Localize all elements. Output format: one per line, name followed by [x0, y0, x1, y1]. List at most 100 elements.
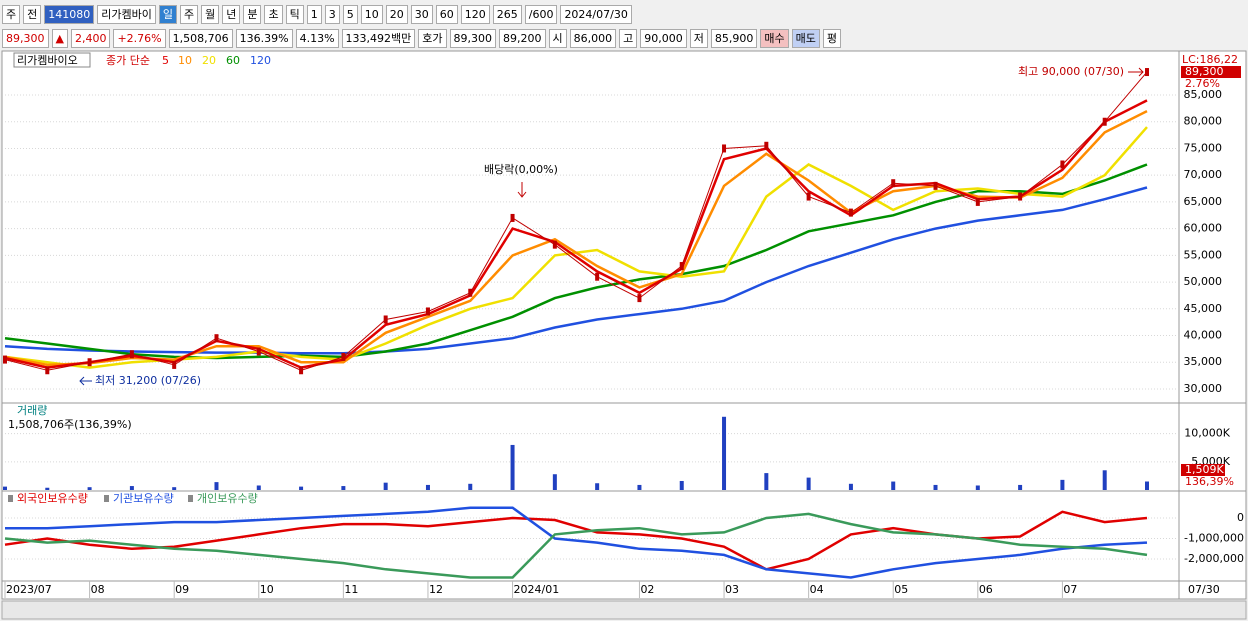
toolbar-item[interactable]: 리가켐바이 — [97, 4, 156, 24]
volume-bar — [975, 485, 980, 490]
x-tick-label: 02 — [640, 583, 654, 596]
quote-item[interactable]: 평 — [822, 28, 842, 48]
quote-item[interactable]: 매도 — [791, 28, 820, 48]
legend-label: 종가 단순 — [106, 54, 150, 67]
y-tick-label: -1,000,000 — [1184, 532, 1244, 545]
y-tick-label: 65,000 — [1184, 195, 1223, 208]
quote-bar: 89,300 ▲ 2,400 +2.76% 1,508,706 136.39% 4.13% 1… — [2, 28, 842, 48]
volume-bar — [1102, 470, 1107, 490]
toolbar: 주 전 141080 리가켐바이 일 주 월 년 분 초 틱 1 3 5 10 20 30 60 120 265/60… — [2, 4, 632, 24]
quote-item[interactable]: ▲ — [51, 28, 68, 48]
toolbar-item[interactable]: 265 — [492, 4, 522, 24]
quote-item[interactable]: 85,900 — [710, 28, 758, 48]
legend-swatch — [188, 495, 193, 502]
y-tick-label: 60,000 — [1184, 222, 1223, 235]
toolbar-item[interactable]: 20 — [385, 4, 408, 24]
side-label: LC:186,22 — [1182, 53, 1238, 66]
y-tick-label: 80,000 — [1184, 115, 1223, 128]
toolbar-item[interactable]: 전 — [23, 4, 42, 24]
candle — [3, 355, 7, 364]
volume-bar — [45, 487, 50, 490]
toolbar-item[interactable]: /600 — [524, 4, 558, 24]
x-tick-label: 2023/07 — [6, 583, 52, 596]
quote-item[interactable]: 저 — [689, 28, 708, 48]
volume-bar — [383, 482, 388, 490]
quote-item[interactable]: 호가 — [418, 28, 447, 48]
legend-entry: 5 — [162, 54, 169, 67]
toolbar-item[interactable]: 틱 — [285, 4, 304, 24]
x-tick-label: 2024/01 — [514, 583, 560, 596]
legend-swatch — [104, 495, 109, 502]
quote-item[interactable]: 매수 — [760, 28, 789, 48]
volume-bar — [637, 484, 642, 490]
volume-bar — [764, 473, 769, 490]
toolbar-item[interactable]: 1 — [306, 4, 322, 24]
volume-badge — [1181, 464, 1225, 476]
toolbar-item[interactable]: 141080 — [44, 4, 95, 24]
volume-bar — [806, 477, 811, 490]
toolbar-item[interactable]: 10 — [360, 4, 383, 24]
quote-item[interactable]: 1,508,706 — [168, 28, 233, 48]
toolbar-item[interactable]: 5 — [342, 4, 358, 24]
toolbar-item[interactable]: 일 — [158, 4, 177, 24]
y-tick-label: 55,000 — [1184, 248, 1223, 261]
toolbar-item[interactable]: 초 — [264, 4, 283, 24]
quote-item[interactable]: 86,000 — [569, 28, 617, 48]
volume-bar — [341, 486, 346, 490]
volume-bar — [1018, 484, 1023, 490]
legend-swatch — [8, 495, 13, 502]
volume-bar — [552, 474, 557, 490]
quote-item[interactable]: 4.13% — [295, 28, 339, 48]
title-box — [13, 52, 91, 68]
legend-entry: 20 — [202, 54, 216, 67]
arrow — [79, 376, 92, 386]
volume-bar — [129, 486, 134, 490]
volume-bar — [299, 486, 304, 490]
toolbar-item[interactable]: 30 — [410, 4, 433, 24]
toolbar-item[interactable]: 년 — [222, 4, 241, 24]
x-end-label: 07/30 — [1188, 583, 1220, 596]
volume-bar — [933, 484, 938, 490]
volume-bar — [722, 416, 727, 490]
toolbar-item[interactable]: 분 — [243, 4, 262, 24]
toolbar-item[interactable]: 주 — [179, 4, 199, 24]
series-line — [4, 512, 1148, 579]
toolbar-item[interactable]: 주 — [2, 4, 21, 24]
volume-bar — [172, 487, 177, 490]
quote-item[interactable]: 90,000 — [640, 28, 687, 48]
y-tick-label: 75,000 — [1184, 141, 1223, 154]
quote-item[interactable]: 89,300 — [449, 28, 497, 48]
toolbar-item[interactable]: 120 — [460, 4, 490, 24]
legend-entry: 120 — [250, 54, 271, 67]
arrow — [517, 182, 527, 198]
legend-entry: 10 — [178, 54, 192, 67]
x-tick-label: 05 — [894, 583, 908, 596]
volume-bar — [510, 444, 515, 490]
y-tick-label: -2,000,000 — [1184, 552, 1244, 565]
x-tick-label: 03 — [725, 583, 739, 596]
toolbar-item[interactable]: 월 — [201, 4, 220, 24]
quote-item[interactable]: 89,300 — [2, 28, 49, 48]
quote-item[interactable]: 2,400 — [70, 28, 111, 48]
toolbar-item[interactable]: 2024/07/30 — [560, 4, 632, 24]
y-tick-label: 50,000 — [1184, 275, 1223, 288]
quote-item[interactable]: 89,200 — [499, 28, 546, 48]
scrollbar[interactable] — [1, 600, 1247, 620]
toolbar-item[interactable]: 60 — [435, 4, 458, 24]
quote-item[interactable]: 시 — [548, 28, 567, 48]
volume-bar — [468, 483, 473, 490]
volume-bar — [425, 484, 430, 490]
x-tick-label: 06 — [979, 583, 993, 596]
quote-item[interactable]: 136.39% — [235, 28, 293, 48]
volume-bar — [595, 483, 600, 490]
quote-item[interactable]: +2.76% — [113, 28, 166, 48]
x-tick-label: 07 — [1063, 583, 1077, 596]
quote-item[interactable]: 고 — [619, 28, 638, 48]
y-tick-label: 70,000 — [1184, 168, 1223, 181]
volume-bar — [679, 480, 684, 490]
toolbar-item[interactable]: 3 — [324, 4, 340, 24]
side-label: 1,509K — [1185, 463, 1224, 476]
quote-item[interactable]: 133,492백만 — [341, 28, 416, 48]
volume-bar — [891, 481, 896, 490]
arrow — [1128, 67, 1144, 77]
